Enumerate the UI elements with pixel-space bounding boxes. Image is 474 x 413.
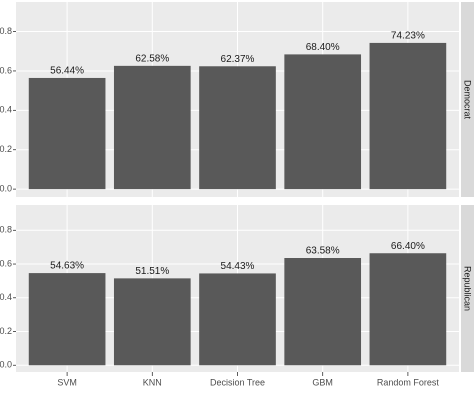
bar <box>28 273 106 366</box>
y-tick-label: 0.4 <box>0 105 12 115</box>
bar <box>284 54 362 190</box>
y-tick-label: 0.6 <box>0 65 12 75</box>
bar <box>28 77 106 190</box>
bar <box>113 65 191 190</box>
strip <box>461 2 474 197</box>
x-tick-label: GBM <box>312 377 333 387</box>
strip <box>461 205 474 372</box>
value-label: 63.58% <box>306 246 340 257</box>
bar <box>113 278 191 366</box>
y-tick-label: 0.2 <box>0 144 12 154</box>
x-tick-label: Decision Tree <box>210 377 265 387</box>
strip-label: Republican <box>463 266 473 311</box>
y-tick-label: 0.8 <box>0 26 12 36</box>
value-label: 54.43% <box>221 261 255 272</box>
bar <box>369 253 447 366</box>
value-label: 66.40% <box>391 241 425 252</box>
value-label: 62.58% <box>135 53 169 64</box>
value-label: 68.40% <box>306 42 340 53</box>
x-tick-label: KNN <box>143 377 162 387</box>
bar <box>199 273 276 366</box>
bar <box>199 66 276 190</box>
y-tick-label: 0.0 <box>0 360 12 370</box>
y-tick-label: 0.6 <box>0 258 12 268</box>
value-label: 51.51% <box>135 266 169 277</box>
x-tick-label: SVM <box>57 377 77 387</box>
strip-label: Democrat <box>463 80 473 120</box>
x-tick-label: Random Forest <box>377 377 440 387</box>
y-tick-label: 0.2 <box>0 326 12 336</box>
y-tick-label: 0.8 <box>0 225 12 235</box>
bar <box>369 42 447 190</box>
value-label: 62.37% <box>221 54 255 65</box>
value-label: 54.63% <box>50 261 84 272</box>
value-label: 74.23% <box>391 31 425 42</box>
value-label: 56.44% <box>50 66 84 77</box>
bar <box>284 258 362 366</box>
y-tick-label: 0.4 <box>0 292 12 302</box>
y-tick-label: 0.0 <box>0 183 12 193</box>
